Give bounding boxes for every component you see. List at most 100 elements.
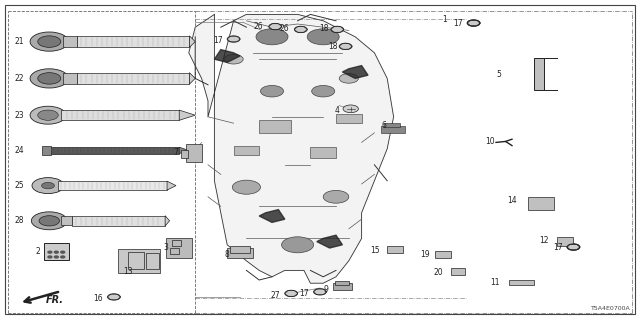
Circle shape [567, 244, 580, 250]
Circle shape [343, 105, 358, 113]
Bar [234, 146, 259, 155]
Text: 25: 25 [15, 181, 24, 190]
Bar [335, 281, 349, 285]
Circle shape [227, 36, 240, 42]
Polygon shape [317, 235, 342, 248]
Polygon shape [167, 181, 176, 190]
Text: 10: 10 [485, 137, 495, 146]
Polygon shape [179, 110, 195, 120]
Text: 21: 21 [15, 37, 24, 46]
Text: 28: 28 [15, 216, 24, 225]
Text: 11: 11 [490, 278, 500, 287]
Text: 17: 17 [553, 243, 563, 252]
Text: 2: 2 [36, 247, 40, 256]
Circle shape [294, 26, 307, 33]
Circle shape [339, 74, 358, 83]
Circle shape [339, 43, 352, 50]
Circle shape [282, 237, 314, 253]
Bar [170, 248, 179, 254]
Text: 1: 1 [442, 15, 447, 24]
Polygon shape [259, 210, 285, 222]
Text: 4: 4 [334, 106, 339, 115]
Circle shape [30, 106, 66, 124]
Text: 9: 9 [323, 285, 328, 294]
Circle shape [269, 23, 282, 30]
Bar [77, 36, 189, 47]
Bar [259, 120, 291, 133]
Text: T5A4E0700A: T5A4E0700A [591, 306, 630, 311]
Text: 23: 23 [15, 111, 24, 120]
Polygon shape [342, 66, 368, 78]
Bar [172, 240, 181, 246]
Bar [42, 146, 51, 155]
Bar [128, 252, 144, 269]
Bar [557, 237, 573, 246]
Bar [61, 110, 179, 120]
Bar [44, 243, 69, 260]
Polygon shape [165, 216, 170, 226]
Text: 7: 7 [173, 148, 178, 157]
Bar [387, 246, 403, 253]
Bar [230, 246, 250, 253]
Text: 22: 22 [15, 74, 24, 83]
Text: 24: 24 [15, 146, 24, 155]
Bar [181, 150, 188, 158]
Bar [333, 283, 352, 290]
Circle shape [38, 110, 58, 120]
Bar [63, 73, 77, 84]
Circle shape [54, 251, 58, 253]
Polygon shape [214, 50, 240, 62]
Polygon shape [534, 58, 544, 90]
Polygon shape [189, 73, 195, 84]
Text: 17: 17 [300, 289, 309, 298]
Circle shape [30, 69, 68, 88]
Bar [166, 238, 192, 258]
Text: 19: 19 [420, 250, 429, 259]
Circle shape [260, 85, 284, 97]
Bar [186, 144, 202, 162]
Circle shape [323, 190, 349, 203]
Text: 26: 26 [253, 22, 263, 31]
Bar [509, 280, 534, 285]
Circle shape [567, 244, 580, 250]
Text: 17: 17 [213, 36, 223, 45]
Bar [48, 147, 179, 154]
Bar [384, 123, 400, 127]
Circle shape [307, 29, 339, 45]
Circle shape [38, 73, 61, 84]
Text: 20: 20 [434, 268, 444, 277]
Text: 5: 5 [496, 70, 501, 79]
Polygon shape [179, 147, 189, 154]
Circle shape [61, 251, 65, 253]
Bar [58, 181, 167, 190]
Circle shape [108, 294, 120, 300]
Circle shape [42, 182, 54, 189]
Circle shape [38, 36, 61, 47]
Bar [61, 216, 72, 225]
Bar [310, 147, 336, 158]
Circle shape [467, 20, 480, 26]
Circle shape [331, 26, 344, 33]
Circle shape [39, 216, 60, 226]
Circle shape [312, 85, 335, 97]
Circle shape [285, 290, 298, 297]
Bar [146, 253, 159, 269]
Bar [72, 216, 165, 226]
Circle shape [54, 256, 58, 258]
Text: FR.: FR. [46, 295, 64, 305]
Circle shape [31, 212, 67, 230]
Bar [63, 36, 77, 47]
Circle shape [48, 256, 52, 258]
Circle shape [61, 256, 65, 258]
Text: 3: 3 [163, 244, 168, 252]
Text: 17: 17 [453, 19, 463, 28]
Text: 13: 13 [124, 267, 133, 276]
Bar [118, 249, 160, 273]
Text: 18: 18 [319, 24, 328, 33]
Circle shape [314, 289, 326, 295]
Bar [77, 73, 189, 84]
Circle shape [467, 20, 480, 26]
Text: 16: 16 [93, 294, 103, 303]
Bar [381, 126, 405, 133]
Bar [336, 114, 362, 123]
